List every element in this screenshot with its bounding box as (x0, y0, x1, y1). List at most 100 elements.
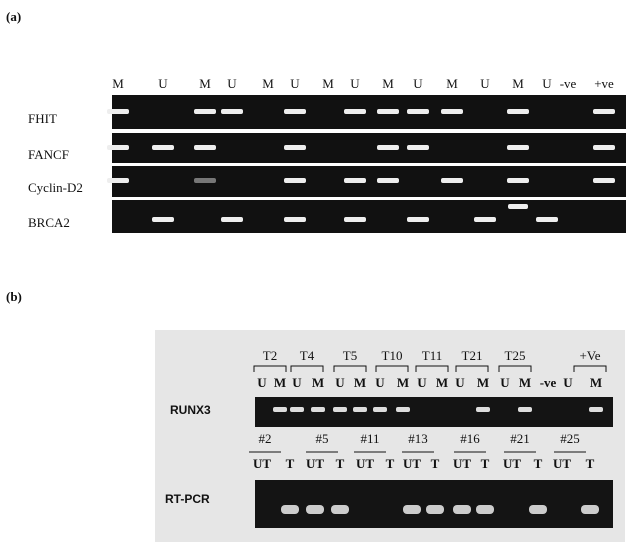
sample-label: #25 (560, 431, 580, 446)
lane-label: U (158, 76, 168, 91)
band (373, 407, 387, 412)
lane-label: M (112, 76, 124, 91)
band (407, 145, 429, 150)
band (221, 109, 243, 114)
band (281, 505, 299, 514)
lane-label: T (286, 456, 295, 471)
band (407, 109, 429, 114)
band (311, 407, 325, 412)
lane-label: U (257, 375, 267, 390)
band (593, 178, 615, 183)
band (507, 109, 529, 114)
band (581, 505, 599, 514)
panel-label: (b) (6, 289, 22, 304)
band (194, 145, 216, 150)
band (377, 145, 399, 150)
band (396, 407, 410, 412)
band (593, 145, 615, 150)
group-label: T10 (382, 348, 403, 363)
sample-label: #11 (360, 431, 379, 446)
bracket (290, 365, 324, 372)
row-label: FANCF (28, 147, 69, 162)
band (441, 178, 463, 183)
band (194, 109, 216, 114)
lane-label: M (590, 375, 602, 390)
band (529, 505, 547, 514)
band (593, 109, 615, 114)
band (221, 217, 243, 222)
sample-label: #13 (408, 431, 428, 446)
lane-label: M (397, 375, 409, 390)
band (536, 217, 558, 222)
lane-label: U (227, 76, 237, 91)
band (589, 407, 603, 412)
lane-label: UT (503, 456, 521, 471)
band (284, 145, 306, 150)
group-label: T21 (462, 348, 483, 363)
row-label: RUNX3 (170, 403, 211, 417)
band (290, 407, 304, 412)
group-label: T11 (422, 348, 442, 363)
panel-label: (a) (6, 9, 21, 24)
sample-label: #2 (259, 431, 272, 446)
lane-label: UT (356, 456, 374, 471)
band (508, 204, 528, 209)
row-label: FHIT (28, 111, 57, 126)
band (273, 407, 287, 412)
lane-label: M (199, 76, 211, 91)
band (507, 178, 529, 183)
band (507, 145, 529, 150)
band (284, 109, 306, 114)
lane-label: M (274, 375, 286, 390)
bracket (415, 365, 449, 372)
band (453, 505, 471, 514)
lane-label: M (322, 76, 334, 91)
row-label: Cyclin-D2 (28, 180, 83, 195)
band (403, 505, 421, 514)
group-label: T4 (300, 348, 315, 363)
band (284, 217, 306, 222)
group-label: +Ve (579, 348, 600, 363)
lane-label: -ve (540, 375, 557, 390)
row-label: RT-PCR (165, 492, 210, 506)
row-label: BRCA2 (28, 215, 70, 230)
lane-label: M (312, 375, 324, 390)
bracket (455, 365, 489, 372)
lane-label: T (336, 456, 345, 471)
lane-label: U (563, 375, 573, 390)
lane-label: -ve (560, 76, 577, 91)
band (333, 407, 347, 412)
lane-label: U (292, 375, 302, 390)
band (107, 145, 129, 150)
band (476, 505, 494, 514)
band (344, 217, 366, 222)
group-label: T25 (505, 348, 526, 363)
group-label: T5 (343, 348, 357, 363)
lane-label: T (481, 456, 490, 471)
bracket (253, 365, 287, 372)
lane-label: U (455, 375, 465, 390)
lane-label: UT (553, 456, 571, 471)
lane-label: U (542, 76, 552, 91)
lane-label: M (512, 76, 524, 91)
lane-label: M (354, 375, 366, 390)
lane-label: T (586, 456, 595, 471)
band (194, 178, 216, 183)
band (476, 407, 490, 412)
band (344, 178, 366, 183)
lane-label: +ve (594, 76, 614, 91)
lane-label: U (350, 76, 360, 91)
lane-label: UT (453, 456, 471, 471)
band (152, 217, 174, 222)
gel-b (155, 330, 625, 542)
lane-label: U (417, 375, 427, 390)
lane-label: UT (253, 456, 271, 471)
sample-label: #16 (460, 431, 480, 446)
lane-label: T (431, 456, 440, 471)
lane-label: UT (306, 456, 324, 471)
lane-label: M (446, 76, 458, 91)
band (152, 145, 174, 150)
lane-label: U (290, 76, 300, 91)
band (474, 217, 496, 222)
